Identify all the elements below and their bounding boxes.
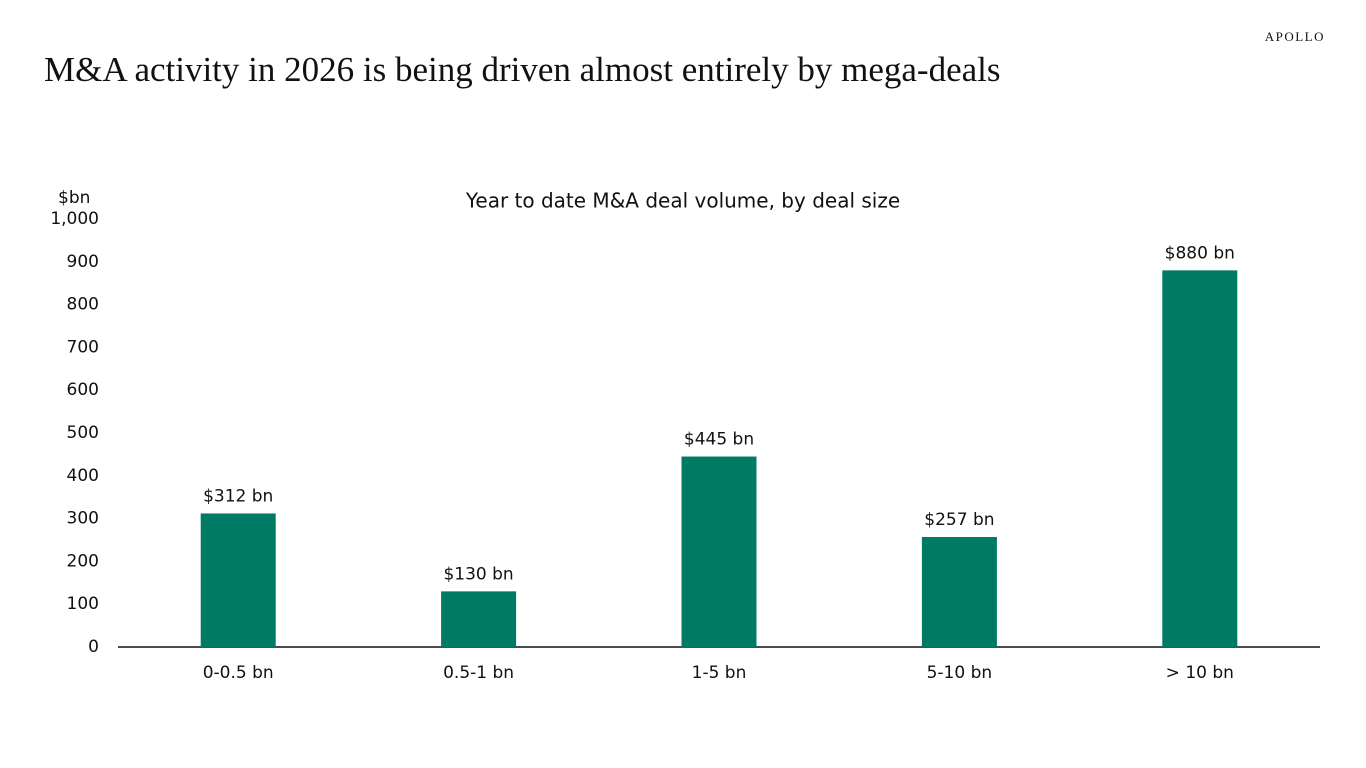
- bar: [441, 591, 517, 647]
- x-tick-label: 0.5-1 bn: [443, 663, 514, 683]
- bar: [921, 537, 997, 647]
- y-tick-label: 800: [67, 295, 99, 315]
- bar: [200, 513, 276, 647]
- value-label: $257 bn: [924, 510, 994, 530]
- x-tick-label: > 10 bn: [1166, 663, 1234, 683]
- y-tick-label: 100: [67, 594, 99, 614]
- value-label: $130 bn: [443, 564, 513, 584]
- y-axis-label: $bn: [58, 188, 90, 208]
- brand: APOLLO: [1265, 29, 1325, 44]
- value-label: $312 bn: [203, 486, 273, 506]
- y-tick-label: 600: [67, 380, 99, 400]
- y-tick-label: 500: [67, 423, 99, 443]
- y-tick-label: 1,000: [50, 209, 99, 229]
- bar: [681, 456, 757, 647]
- y-tick-label: 300: [67, 509, 99, 529]
- x-tick-label: 0-0.5 bn: [203, 663, 274, 683]
- bar: [1162, 270, 1238, 647]
- x-tick-label: 1-5 bn: [692, 663, 747, 683]
- headline: M&A activity in 2026 is being driven alm…: [44, 50, 1000, 89]
- y-tick-label: 900: [67, 252, 99, 272]
- y-tick-label: 400: [67, 466, 99, 486]
- value-label: $880 bn: [1165, 243, 1235, 263]
- y-tick-label: 700: [67, 337, 99, 357]
- chart-title: Year to date M&A deal volume, by deal si…: [465, 189, 900, 213]
- x-tick-label: 5-10 bn: [927, 663, 993, 683]
- y-tick-label: 200: [67, 551, 99, 571]
- y-tick-label: 0: [88, 637, 99, 657]
- value-label: $445 bn: [684, 430, 754, 450]
